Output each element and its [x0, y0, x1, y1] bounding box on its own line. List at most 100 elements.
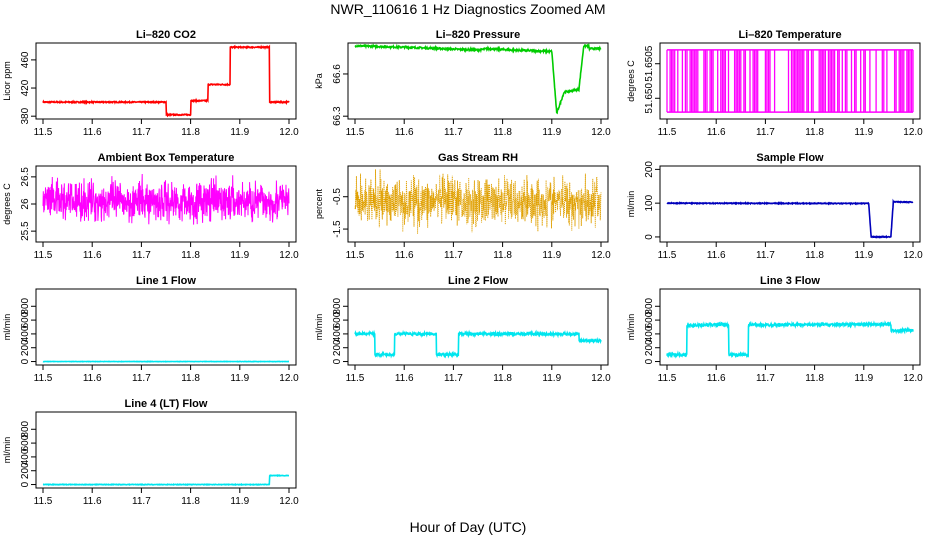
panel-2: Li–820 Temperature degrees C 11.5 11.6 11.7 1… — [626, 29, 923, 138]
panel-6: Line 1 Flow ml/min 11.5 11.6 11.7 11.8 11.9 12.… — [2, 275, 299, 384]
y-tick-label: 600 — [644, 311, 655, 328]
x-tick-label: 11.7 — [132, 250, 151, 261]
panel-title: Ambient Box Temperature — [98, 152, 235, 164]
panel-title: Li–820 Pressure — [436, 29, 520, 41]
y-tick-label: 800 — [20, 420, 31, 437]
plot-frame — [659, 165, 921, 243]
panel-5: Sample Flow ml/min 11.5 11.6 11.7 11.8 11.9 12.… — [626, 152, 923, 261]
y-tick-label: -0.5 — [332, 188, 343, 206]
y-tick-label: 51.6505 — [644, 45, 655, 82]
x-tick-label: 11.5 — [658, 127, 677, 138]
panel-8: Line 3 Flow ml/min 11.5 11.6 11.7 11.8 11.9 12.… — [626, 275, 923, 384]
y-axis-label: ml/min — [626, 314, 636, 341]
series-line — [666, 198, 914, 239]
plot-frame — [659, 42, 921, 120]
y-tick-label: 200 — [644, 161, 655, 178]
x-tick-label: 11.8 — [805, 250, 824, 261]
x-tick-label: 11.6 — [395, 373, 414, 384]
y-tick-label: 0 — [20, 481, 31, 487]
x-tick-label: 11.5 — [346, 250, 365, 261]
y-tick-label: 100 — [644, 194, 655, 211]
x-tick-label: 11.9 — [854, 250, 873, 261]
series-line — [354, 42, 602, 115]
y-axis-label: Licor ppm — [2, 61, 12, 101]
y-tick-label: 0 — [332, 358, 343, 364]
x-tick-label: 12.0 — [591, 250, 611, 261]
y-axis-label: ml/min — [314, 314, 324, 341]
panel-title: Li–820 Temperature — [738, 29, 841, 41]
x-tick-label: 11.5 — [346, 373, 365, 384]
y-axis-label: kPa — [314, 73, 324, 89]
y-tick-label: 0 — [20, 358, 31, 364]
y-tick-label: 420 — [20, 79, 31, 96]
y-tick-label: 800 — [20, 297, 31, 314]
y-axis-label: degrees C — [626, 60, 636, 102]
x-tick-label: 11.5 — [34, 250, 53, 261]
x-tick-label: 11.6 — [83, 127, 102, 138]
panel-title: Li–820 CO2 — [136, 29, 196, 41]
y-tick-label: 460 — [20, 51, 31, 68]
x-tick-label: 12.0 — [591, 127, 611, 138]
plot-frame — [347, 165, 609, 243]
series-line — [42, 173, 290, 225]
y-tick-label: 600 — [20, 434, 31, 451]
x-tick-label: 11.6 — [83, 373, 102, 384]
x-tick-label: 11.8 — [493, 373, 512, 384]
series-line — [666, 320, 914, 359]
x-tick-label: 11.6 — [83, 250, 102, 261]
plot-frame — [35, 42, 297, 120]
x-tick-label: 12.0 — [279, 496, 299, 507]
x-tick-label: 12.0 — [591, 373, 611, 384]
x-tick-label: 11.5 — [34, 127, 53, 138]
x-tick-label: 11.9 — [854, 127, 873, 138]
x-tick-label: 12.0 — [279, 127, 299, 138]
x-tick-label: 11.8 — [805, 373, 824, 384]
x-tick-label: 11.7 — [444, 127, 463, 138]
x-tick-label: 11.6 — [83, 496, 102, 507]
x-tick-label: 11.6 — [707, 373, 726, 384]
x-tick-label: 11.5 — [658, 373, 677, 384]
x-tick-label: 11.5 — [34, 373, 53, 384]
plot-frame — [659, 288, 921, 366]
panel-title: Line 4 (LT) Flow — [125, 398, 208, 410]
x-tick-label: 11.9 — [230, 496, 249, 507]
y-tick-label: 800 — [644, 297, 655, 314]
x-tick-label: 11.7 — [132, 496, 151, 507]
figure-title: NWR_110616 1 Hz Diagnostics Zoomed AM — [330, 1, 605, 17]
y-tick-label: 800 — [332, 297, 343, 314]
series-line — [354, 169, 602, 235]
y-tick-label: 51.650 — [644, 83, 655, 114]
x-tick-label: 11.8 — [493, 127, 512, 138]
x-tick-label: 12.0 — [903, 127, 923, 138]
x-tick-label: 11.8 — [181, 373, 200, 384]
x-tick-label: 11.7 — [132, 373, 151, 384]
y-tick-label: 200 — [20, 339, 31, 356]
x-tick-label: 11.6 — [707, 250, 726, 261]
x-tick-label: 11.8 — [493, 250, 512, 261]
y-tick-label: 26.5 — [20, 167, 31, 187]
plot-frame — [347, 42, 609, 120]
y-tick-label: 400 — [20, 325, 31, 342]
panel-title: Line 3 Flow — [760, 275, 820, 287]
x-tick-label: 11.9 — [230, 373, 249, 384]
x-tick-label: 12.0 — [279, 250, 299, 261]
y-tick-label: 200 — [644, 339, 655, 356]
y-axis-label: ml/min — [2, 437, 12, 464]
panel-title: Sample Flow — [756, 152, 824, 164]
x-tick-label: 11.7 — [756, 250, 775, 261]
y-tick-label: 25.5 — [20, 221, 31, 241]
x-tick-label: 11.5 — [34, 496, 53, 507]
y-tick-label: 66.3 — [332, 106, 343, 126]
y-tick-label: 0 — [644, 358, 655, 364]
y-tick-label: 400 — [332, 325, 343, 342]
x-tick-label: 11.9 — [542, 250, 561, 261]
y-axis-label: degrees C — [2, 183, 12, 225]
panel-title: Line 2 Flow — [448, 275, 508, 287]
x-tick-label: 11.9 — [542, 373, 561, 384]
x-tick-label: 11.8 — [181, 496, 200, 507]
series-line — [42, 474, 290, 487]
y-axis-label: ml/min — [626, 191, 636, 218]
plot-frame — [347, 288, 609, 366]
panel-3: Ambient Box Temperature degrees C 11.5 11.6… — [2, 152, 299, 261]
x-tick-label: 11.8 — [805, 127, 824, 138]
